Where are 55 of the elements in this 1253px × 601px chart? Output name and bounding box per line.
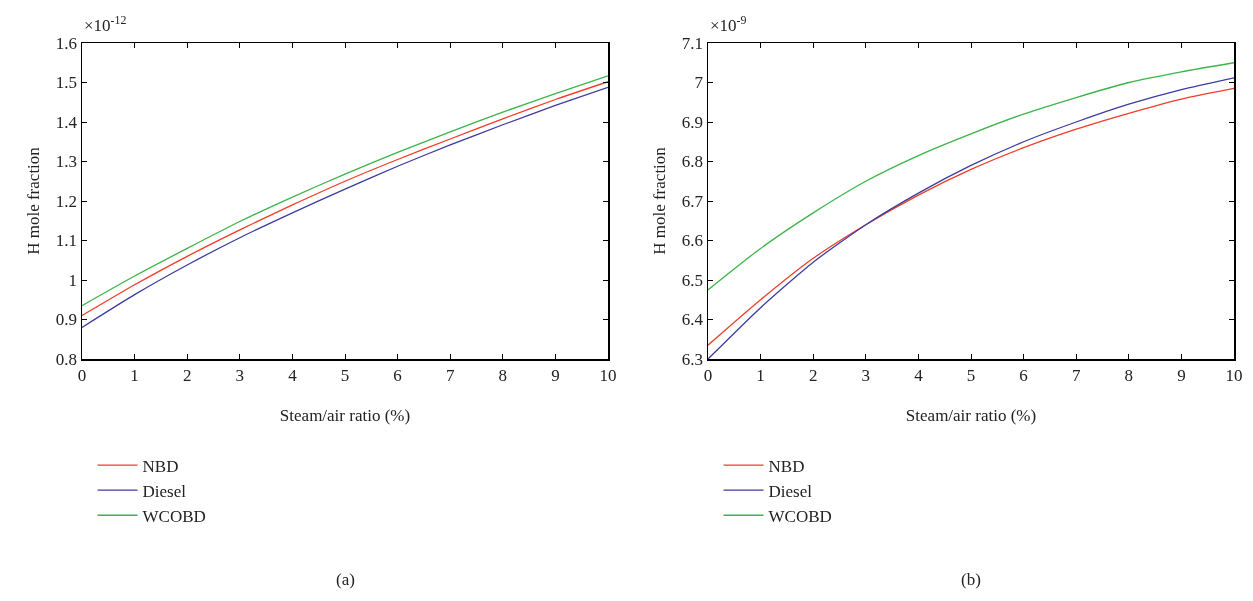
y-axis-title: H mole fraction [23, 146, 43, 255]
x-tick-label: 2 [182, 365, 192, 385]
legend-label: Diesel [768, 481, 813, 501]
y-tick-label: 6.4 [681, 310, 704, 330]
y-tick-label: 6.6 [681, 231, 704, 251]
x-tick-label: 9 [1177, 365, 1186, 385]
legend-label: NBD [142, 456, 179, 476]
legend-label: WCOBD [142, 506, 206, 526]
x-tick-label: 8 [1124, 365, 1134, 385]
x-axis-title: Steam/air ratio (%) [279, 406, 411, 426]
legend-label: NBD [768, 456, 805, 476]
y-tick-label: 6.5 [681, 270, 704, 290]
x-tick-label: 6 [393, 365, 402, 385]
x-tick-label: 4 [914, 365, 924, 385]
line-series [708, 62, 1234, 291]
x-axis-title: Steam/air ratio (%) [905, 406, 1037, 426]
y-tick-label: 1.2 [55, 191, 78, 211]
y-tick-label: 0.8 [55, 349, 78, 369]
x-tick-label: 4 [288, 365, 298, 385]
y-tick-label: 7 [694, 73, 704, 93]
y-tick-label: 1.3 [55, 152, 78, 172]
text: ×10$^{-12}$ [84, 13, 127, 36]
x-tick-label: 0 [77, 365, 87, 385]
x-tick-label: 3 [235, 365, 245, 385]
y-tick-label: 1.5 [55, 73, 78, 93]
y-axis-title: H mole fraction [649, 146, 669, 255]
y-tick-label: 7.1 [681, 33, 704, 53]
legend-label: WCOBD [768, 506, 832, 526]
x-tick-label: 10 [1225, 365, 1243, 385]
x-tick-label: 2 [808, 365, 818, 385]
text: (a) [336, 570, 355, 589]
x-tick-label: 0 [703, 365, 713, 385]
text: (b) [961, 570, 981, 589]
x-tick-label: 6 [1019, 365, 1028, 385]
text: ×10$^{-9}$ [710, 13, 747, 36]
y-tick-label: 1.1 [55, 231, 78, 251]
x-tick-label: 9 [551, 365, 560, 385]
x-tick-label: 8 [498, 365, 508, 385]
x-tick-label: 1 [756, 365, 765, 385]
x-tick-label: 3 [861, 365, 871, 385]
x-tick-label: 5 [340, 365, 350, 385]
legend-label: Diesel [142, 481, 187, 501]
x-tick-label: 1 [130, 365, 139, 385]
y-tick-label: 1.6 [55, 33, 78, 53]
x-tick-label: 5 [966, 365, 976, 385]
y-tick-label: 0.9 [55, 310, 78, 330]
y-tick-label: 1 [68, 270, 78, 290]
x-tick-label: 7 [1071, 365, 1081, 385]
y-tick-label: 6.9 [681, 112, 704, 132]
x-tick-label: 10 [599, 365, 617, 385]
y-tick-label: 1.4 [55, 112, 78, 132]
y-tick-label: 6.8 [681, 152, 704, 172]
y-tick-label: 6.3 [681, 349, 704, 369]
x-tick-label: 7 [445, 365, 455, 385]
y-tick-label: 6.7 [681, 191, 704, 211]
